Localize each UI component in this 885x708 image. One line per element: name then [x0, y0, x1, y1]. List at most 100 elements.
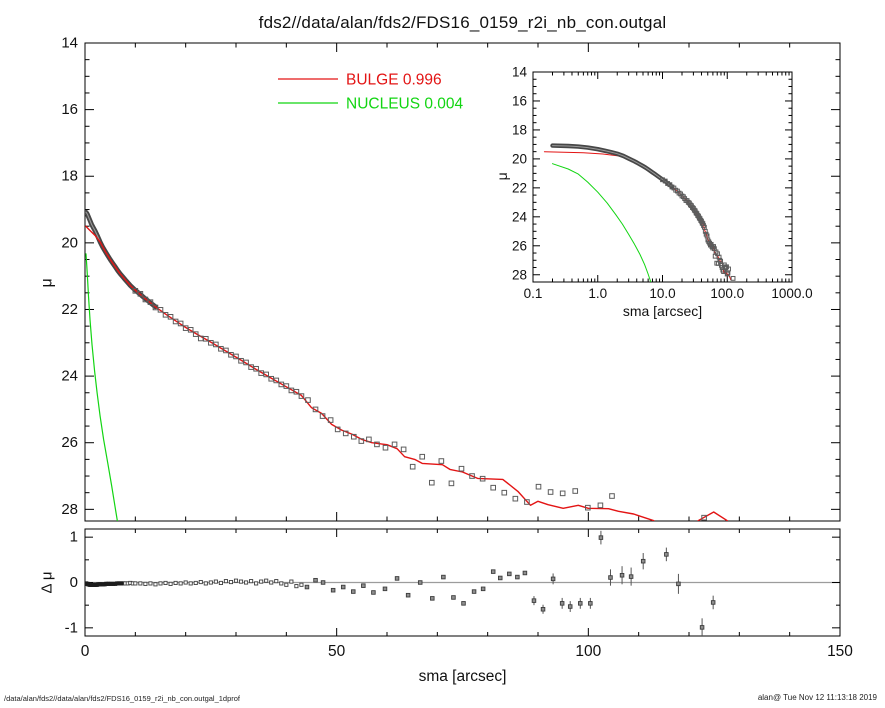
legend: BULGE 0.996 NUCLEUS 0.004 — [278, 72, 464, 113]
data-point — [400, 446, 407, 453]
residual-point — [664, 552, 669, 557]
residual-point — [249, 579, 254, 584]
data-point — [327, 417, 334, 423]
inset-xtick-label: 10.0 — [649, 286, 675, 301]
residual-point — [490, 569, 496, 574]
residual-point — [480, 586, 486, 592]
data-point — [374, 441, 380, 448]
residual-point — [203, 581, 208, 586]
residual-point — [148, 581, 153, 586]
residual-point — [320, 580, 326, 585]
residual-point — [188, 581, 193, 586]
main-ytick-label: 16 — [61, 101, 78, 118]
data-point — [701, 514, 707, 521]
residual-point — [133, 581, 138, 586]
data-point — [547, 489, 554, 495]
inset-ytick-label: 16 — [512, 93, 527, 108]
inset-ytick-label: 14 — [512, 65, 528, 80]
residual-point — [515, 574, 520, 580]
residual-point — [676, 581, 681, 587]
data-point — [382, 444, 389, 451]
inset-ytick-label: 18 — [512, 122, 527, 137]
inset-ytick-label: 24 — [512, 209, 528, 224]
data-point — [350, 433, 357, 440]
residual-point — [238, 579, 244, 584]
residual-point — [244, 580, 249, 585]
data-point — [572, 488, 579, 494]
residual-point — [550, 576, 556, 582]
res-xtick-label: 150 — [827, 643, 853, 660]
data-point — [305, 397, 311, 403]
data-point — [283, 383, 290, 389]
residual-point — [173, 580, 178, 586]
inset-data-point — [660, 177, 665, 183]
inset-data-point — [730, 275, 736, 281]
data-point — [223, 347, 229, 354]
residual-point — [578, 601, 583, 606]
residual-point — [710, 600, 716, 605]
residual-point — [223, 579, 228, 584]
residual-point — [540, 607, 546, 612]
inset-data-point — [662, 178, 668, 184]
residual-point — [559, 601, 565, 606]
inset-data-point — [679, 193, 685, 199]
residual-point — [531, 598, 537, 603]
inset-ytick-label: 20 — [512, 151, 527, 166]
residual-point — [279, 581, 284, 586]
residual-point — [598, 535, 604, 540]
inset-xtick-label: 1.0 — [588, 286, 607, 301]
data-squares — [132, 288, 707, 521]
data-point — [233, 353, 239, 360]
data-point — [490, 484, 497, 491]
inset-xtick-label: 0.1 — [524, 286, 543, 301]
bulge-line-tail — [697, 511, 728, 521]
residual-point — [498, 575, 503, 581]
res-ylabel: Δ μ — [39, 571, 56, 593]
residual-point — [588, 601, 593, 606]
data-band — [85, 209, 158, 310]
residual-point — [143, 581, 148, 586]
res-xtick-label: 100 — [575, 643, 601, 660]
residual-point — [153, 582, 158, 587]
footer-output-path: /data/alan/fds2//data/alan/fds2/FDS16_01… — [4, 694, 241, 703]
res-ytick-label: 1 — [70, 529, 78, 546]
residual-point — [304, 584, 310, 590]
residual-point — [417, 580, 423, 585]
inset-data-point — [716, 254, 722, 260]
data-point — [203, 335, 209, 342]
inset-nucleus-line — [552, 163, 652, 282]
residual-point — [640, 558, 646, 564]
inset-xtick-label: 100.0 — [710, 286, 744, 301]
data-point — [448, 480, 455, 487]
residual-point — [313, 577, 318, 583]
main-ytick-label: 26 — [61, 434, 78, 451]
residual-point — [294, 584, 299, 589]
data-point — [187, 327, 194, 333]
data-point — [334, 426, 341, 433]
residual-point — [522, 570, 528, 576]
data-point — [293, 388, 300, 395]
residual-point — [289, 579, 294, 584]
data-point — [157, 307, 164, 313]
data-point — [177, 320, 184, 327]
data-point — [469, 473, 475, 479]
residual-point — [567, 604, 573, 609]
residual-point — [471, 589, 477, 594]
main-plot: 14 16 18 20 22 24 26 28 μ BULGE 0.996 NUCLEUS 0.00… — [39, 35, 841, 522]
main-ylabel: μ — [39, 278, 56, 287]
residual-point — [138, 581, 143, 586]
residual-point — [198, 579, 203, 585]
data-point — [319, 413, 326, 419]
residual-point — [183, 580, 188, 585]
residual-point — [608, 575, 613, 580]
data-point — [366, 436, 372, 443]
residual-point — [228, 579, 234, 585]
data-point — [419, 453, 426, 460]
inset-data-band-core — [552, 145, 673, 188]
residual-point — [619, 572, 625, 578]
data-point — [273, 377, 280, 384]
residual-point — [254, 581, 259, 586]
data-point — [438, 458, 445, 464]
inset-data-point — [726, 266, 731, 272]
